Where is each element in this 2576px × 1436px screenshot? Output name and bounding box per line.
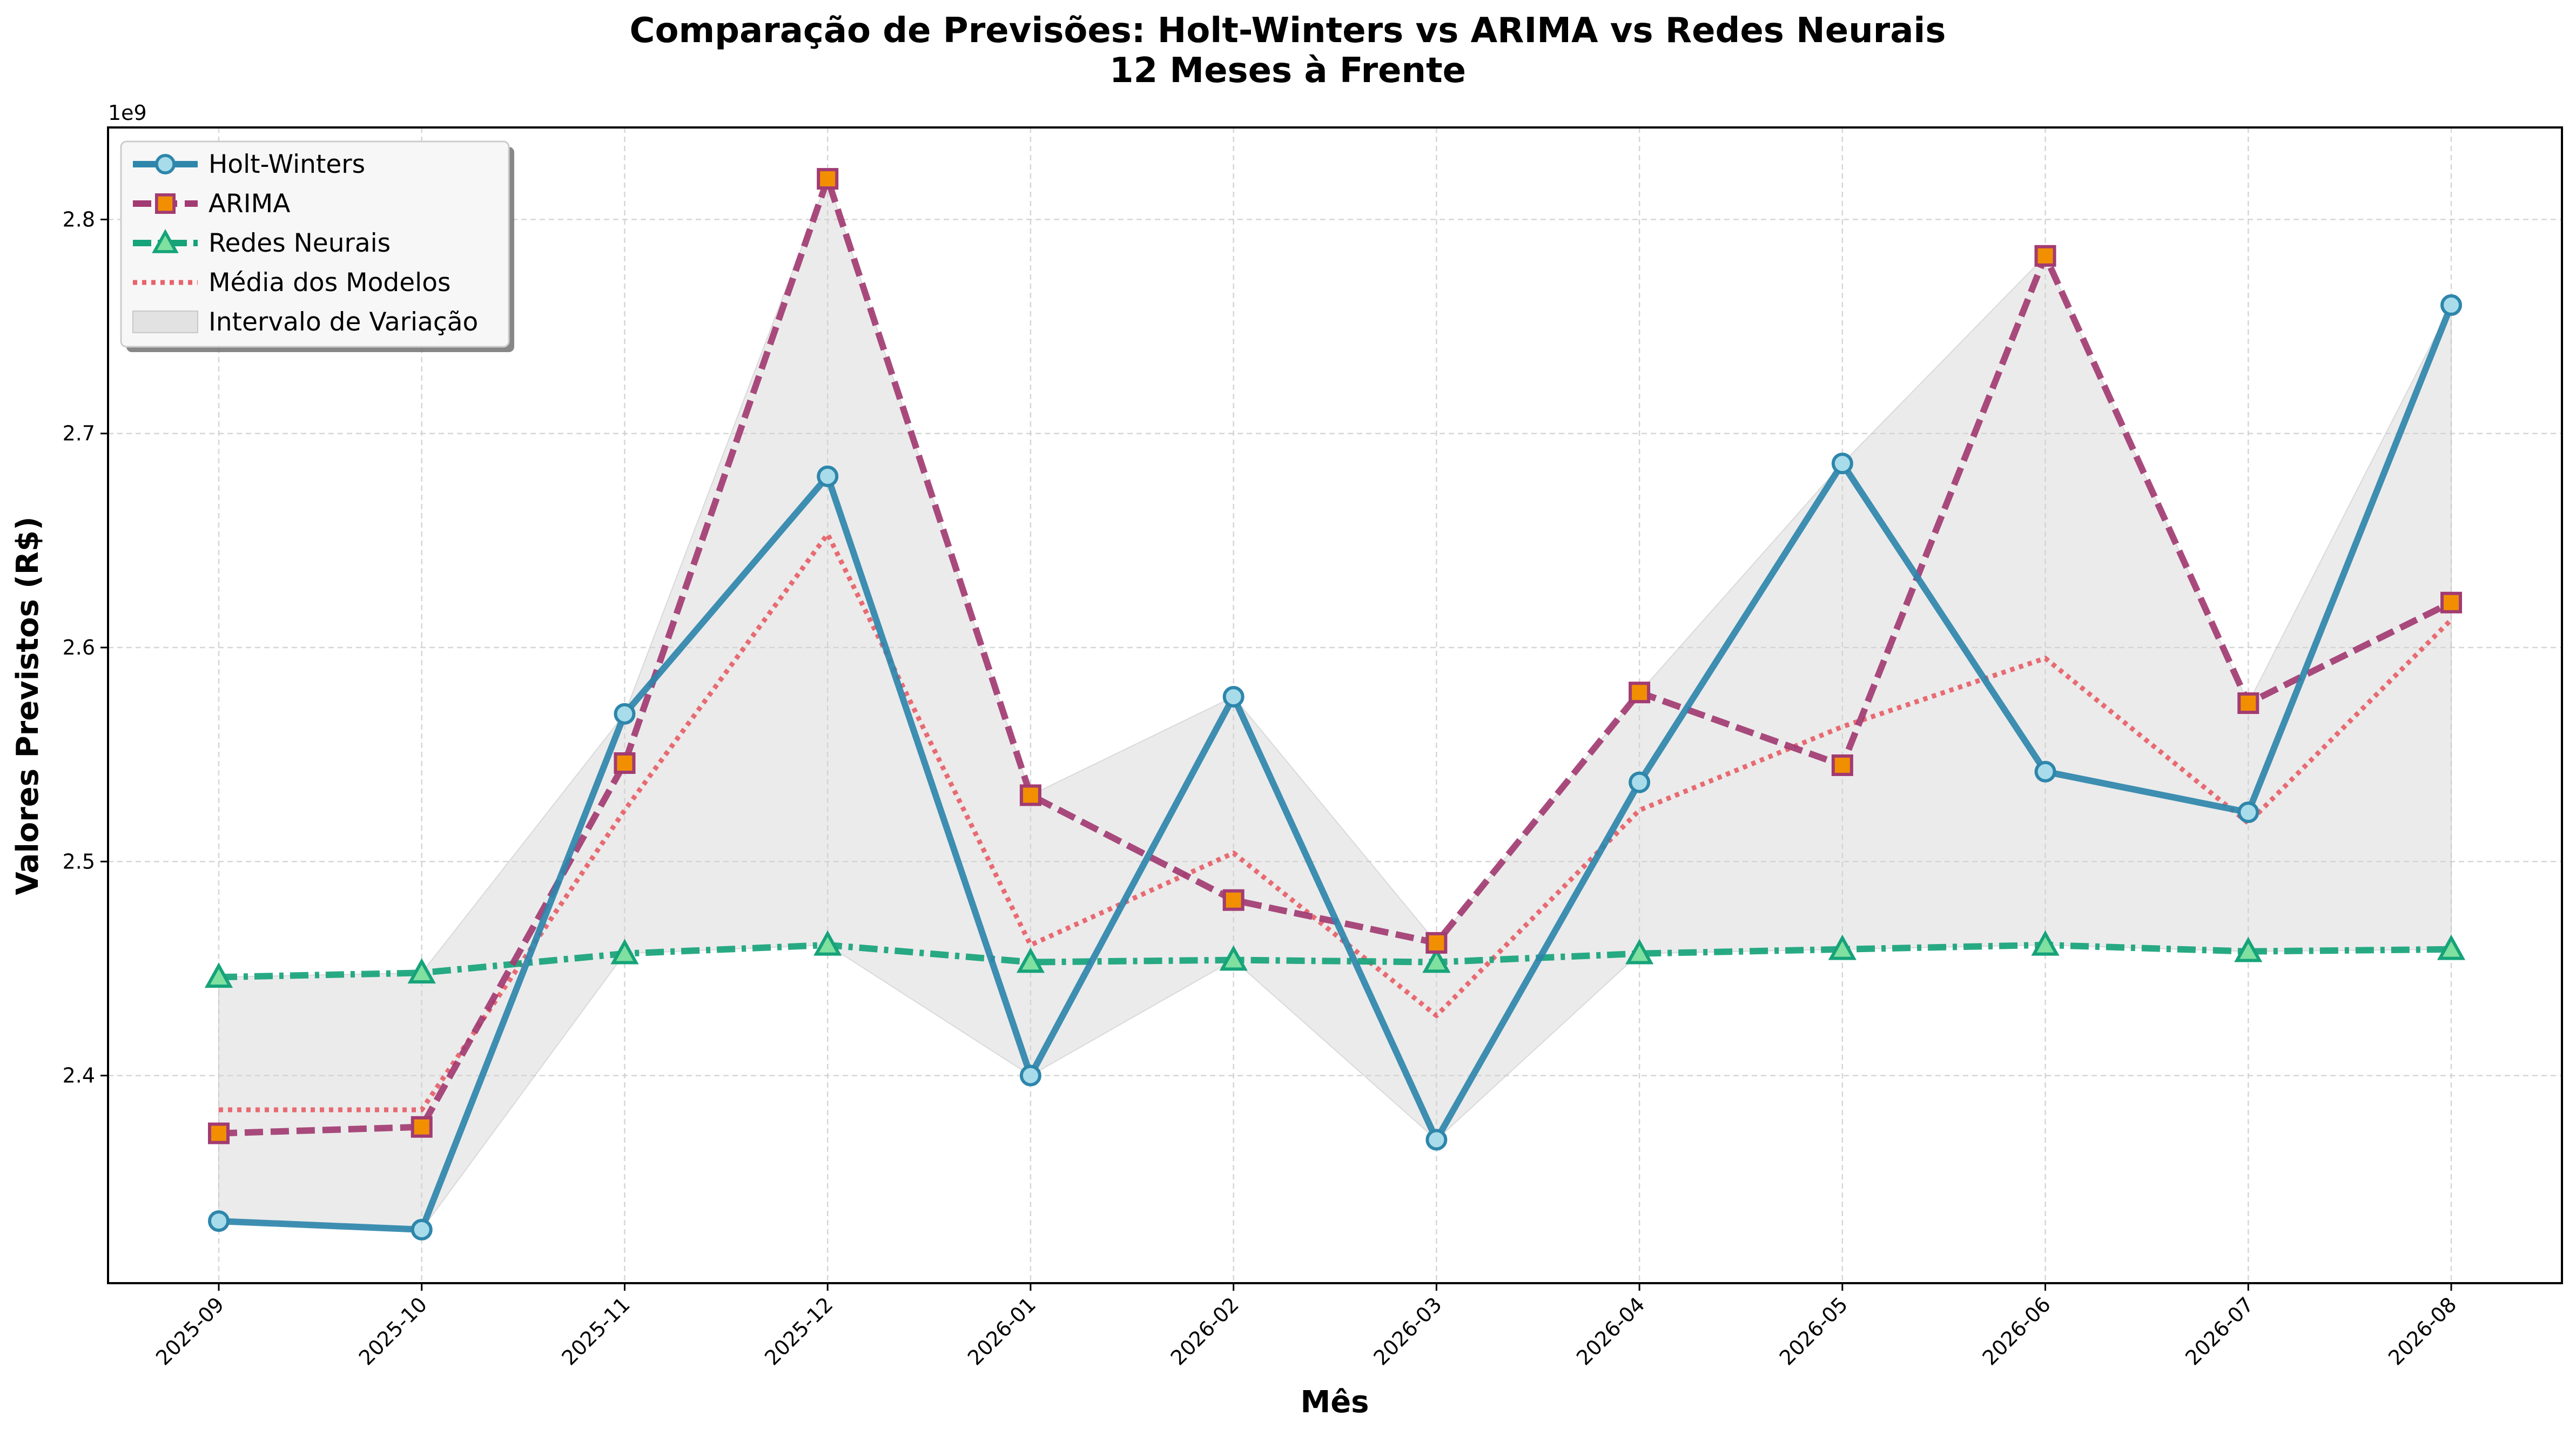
- y-tick-label: 2.4: [63, 1064, 95, 1088]
- plot-frame: [107, 126, 2563, 1284]
- x-tick-label: 2026-02: [1166, 1292, 1243, 1370]
- x-tick-label: 2026-08: [2384, 1292, 2461, 1370]
- series-line: [219, 531, 2453, 1113]
- x-tick-label: 2025-10: [354, 1292, 432, 1370]
- data-point: [2034, 245, 2056, 267]
- data-point: [1425, 932, 1448, 954]
- data-point: [1828, 934, 1857, 960]
- x-tick-label: 2026-01: [963, 1292, 1040, 1370]
- data-point: [411, 1218, 433, 1241]
- y-tick-label: 2.7: [63, 422, 95, 446]
- legend: Holt-Winters ARIMA Redes Neurais Média dos …: [120, 140, 514, 352]
- variation-band: [218, 177, 2452, 1230]
- series-line: [218, 304, 2454, 1233]
- data-point: [1019, 1064, 1041, 1087]
- legend-label: Intervalo de Variação: [208, 307, 478, 337]
- chart-title: Comparação de Previsões: Holt-Winters vs…: [630, 11, 1946, 51]
- y-tick-label: 2.8: [63, 207, 95, 231]
- legend-label: ARIMA: [208, 189, 290, 219]
- legend-item: Média dos Modelos: [133, 268, 450, 298]
- series-redes-neurais: [204, 930, 2466, 988]
- data-point: [614, 752, 636, 774]
- x-tick-label: 2026-04: [1572, 1292, 1649, 1370]
- legend-label: Média dos Modelos: [208, 268, 450, 298]
- y-offset-label: 1e9: [108, 101, 147, 125]
- legend-item: ARIMA: [133, 189, 290, 219]
- data-point: [204, 962, 233, 988]
- data-point: [2440, 294, 2462, 316]
- legend-marker: [152, 229, 179, 253]
- data-point: [817, 465, 839, 487]
- data-point: [2034, 760, 2056, 783]
- data-point: [817, 168, 839, 190]
- legend-label: Redes Neurais: [208, 228, 391, 258]
- data-point: [208, 1122, 230, 1144]
- data-point: [2237, 801, 2259, 824]
- x-tick-label: 2026-03: [1369, 1292, 1446, 1370]
- x-tick-label: 2025-09: [151, 1292, 228, 1370]
- series-holt-winters: [208, 294, 2462, 1241]
- data-point: [614, 703, 636, 725]
- x-tick-label: 2025-12: [760, 1292, 837, 1370]
- x-tick-label: 2026-05: [1775, 1292, 1852, 1370]
- data-point: [1625, 939, 1654, 965]
- chart-subtitle: 12 Meses à Frente: [1109, 51, 1466, 91]
- x-axis-label: Mês: [1300, 1385, 1369, 1420]
- data-point: [1629, 771, 1651, 793]
- y-tick-label: 2.6: [63, 636, 95, 659]
- data-point: [411, 1116, 433, 1138]
- data-point: [1016, 947, 1045, 973]
- legend-box: [120, 140, 510, 348]
- data-point: [1222, 889, 1245, 911]
- x-tick-label: 2026-07: [2181, 1292, 2258, 1370]
- x-tick-label: 2026-06: [1978, 1292, 2055, 1370]
- series-line: [218, 941, 2452, 981]
- data-point: [2437, 934, 2466, 960]
- legend-item: Redes Neurais: [133, 228, 391, 258]
- data-point: [2440, 591, 2462, 613]
- legend-label: Holt-Winters: [208, 150, 365, 179]
- data-point: [1831, 754, 1853, 776]
- legend-marker: [155, 193, 176, 214]
- data-point: [813, 930, 842, 956]
- data-point: [2234, 936, 2263, 962]
- data-point: [1019, 784, 1041, 806]
- data-point: [610, 939, 639, 965]
- data-point: [2237, 692, 2259, 714]
- y-axis-label: Valores Previstos (R$): [10, 516, 45, 895]
- legend-marker: [155, 154, 176, 175]
- legend-band-swatch: [132, 311, 198, 333]
- data-point: [407, 958, 436, 984]
- data-point: [2031, 930, 2060, 956]
- x-tick-label: 2025-11: [557, 1292, 634, 1370]
- legend-item: Intervalo de Variação: [132, 307, 478, 337]
- data-point: [1222, 686, 1245, 708]
- data-point: [1219, 945, 1248, 971]
- data-point: [1422, 947, 1451, 973]
- data-point: [1629, 682, 1651, 704]
- data-point: [1831, 453, 1853, 475]
- data-point: [208, 1210, 230, 1232]
- y-tick-label: 2.5: [63, 850, 95, 873]
- data-point: [1425, 1129, 1448, 1151]
- legend-item: Holt-Winters: [133, 150, 365, 179]
- series-m-dia-dos-modelos: [219, 531, 2453, 1113]
